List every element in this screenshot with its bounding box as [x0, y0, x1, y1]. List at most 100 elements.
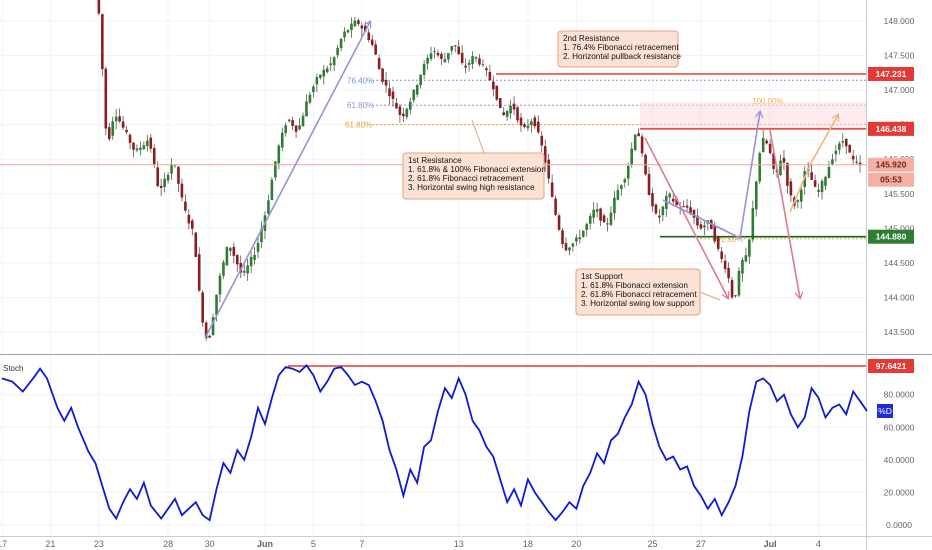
candle-body — [312, 86, 315, 93]
price-tick-label: 143.500 — [884, 327, 915, 337]
candle-body — [817, 189, 820, 192]
candle-body — [194, 232, 198, 257]
candle-body — [772, 153, 775, 169]
candle-body — [433, 51, 436, 53]
candle-body — [838, 143, 841, 150]
candle-body — [384, 79, 388, 86]
candle-body — [623, 179, 627, 183]
candle-body — [308, 94, 312, 103]
candle-body — [620, 185, 623, 190]
stoch-d-line — [1, 364, 868, 522]
candle-body — [215, 294, 218, 316]
candle-body — [260, 228, 263, 243]
candle-body — [478, 58, 481, 65]
candle-body — [831, 159, 834, 164]
candle-body — [661, 206, 665, 216]
candle-body — [533, 117, 537, 127]
candle-body — [841, 141, 845, 143]
candle-body — [557, 215, 561, 230]
candle-body — [395, 103, 398, 109]
candle-body — [284, 125, 288, 134]
candle-body — [844, 138, 848, 147]
candle-body — [104, 68, 108, 129]
candle-body — [287, 119, 291, 122]
fib-level-label: 61.80% — [347, 101, 374, 110]
candle-body — [429, 53, 433, 60]
time-tick-label: 28 — [163, 539, 173, 549]
price-tick-label: 144.500 — [884, 258, 915, 268]
price-axis: 148.000147.500147.000146.500146.000145.5… — [868, 16, 915, 530]
candle-body — [440, 53, 443, 59]
candle-body — [575, 237, 578, 242]
candle-body — [319, 74, 322, 78]
candle-body — [253, 254, 256, 260]
time-axis: 17 21 23 28 30 Jun 5 7 13 18 20 25 27 Jul 4 — [0, 539, 821, 549]
candle-body — [741, 260, 744, 274]
current-price-badge-label: 145.920 — [876, 160, 907, 170]
candle-body — [547, 159, 550, 179]
candle-body — [173, 164, 177, 166]
countdown-badge-label: 05:53 — [880, 175, 902, 185]
price-tick-label: 147.000 — [884, 85, 915, 95]
candle-body — [519, 117, 523, 126]
candle-body — [703, 225, 706, 228]
candle-body — [786, 163, 789, 186]
time-tick-label: 4 — [816, 539, 821, 549]
candle-body — [159, 185, 163, 189]
candle-body — [516, 107, 519, 121]
annotation-line: 2. 61.8% Fibonacci retracement — [581, 290, 697, 299]
candle-body — [616, 190, 620, 200]
candle-body — [353, 20, 357, 27]
annotation-line: 1st Support — [581, 272, 624, 281]
candle-body — [367, 32, 371, 40]
candle-body — [502, 112, 505, 115]
candle-body — [810, 172, 813, 180]
candle-body — [350, 23, 353, 31]
candle-body — [668, 193, 672, 198]
candle-body — [716, 236, 720, 249]
candle-body — [398, 106, 402, 115]
annotation-pointer — [471, 119, 485, 154]
candle-body — [568, 247, 571, 251]
support-1-badge — [868, 229, 914, 244]
abc-projection-arrow — [662, 112, 760, 240]
candle-body — [139, 147, 142, 150]
downtrend-arrow-2 — [769, 129, 800, 298]
resistance-1-annotation — [402, 152, 545, 200]
resistance-2-badge — [868, 66, 914, 81]
candle-body — [571, 243, 575, 247]
candle-body — [135, 148, 139, 151]
orange-projection-arrow — [789, 115, 838, 213]
candle-body — [737, 270, 741, 296]
candle-body — [855, 161, 858, 163]
annotation-line: 3. Horizontal swing low support — [581, 299, 695, 308]
candle-body — [246, 265, 249, 274]
candle-body — [443, 59, 447, 63]
stoch-tick-label: 80.0000 — [884, 390, 915, 400]
stoch-tick-label: 0.0000 — [886, 520, 912, 530]
current-price-badge — [868, 157, 914, 172]
candle-body — [723, 260, 727, 269]
candle-body — [485, 68, 488, 71]
candle-body — [633, 134, 637, 150]
candle-body — [412, 89, 416, 101]
candle-body — [595, 209, 599, 212]
uptrend-arrow — [204, 22, 370, 339]
price-tick-label: 148.000 — [884, 16, 915, 26]
time-tick-label: Jun — [257, 539, 273, 549]
candle-body — [471, 56, 474, 65]
candle-body — [734, 295, 737, 297]
annotation-line: 1. 61.8% Fibonacci extension — [581, 281, 688, 290]
candle-body — [779, 160, 782, 176]
candle-body — [658, 215, 661, 218]
time-tick-label: 27 — [696, 539, 706, 549]
candle-body — [325, 68, 329, 73]
candle-body — [765, 140, 768, 144]
annotation-line: 1. 61.8% & 100% Fibonacci extension — [408, 165, 546, 174]
time-tick-label: 5 — [311, 539, 316, 549]
candle-body — [751, 208, 755, 240]
candle-body — [405, 108, 409, 117]
candle-body — [530, 121, 533, 126]
downtrend-arrow — [644, 137, 728, 298]
